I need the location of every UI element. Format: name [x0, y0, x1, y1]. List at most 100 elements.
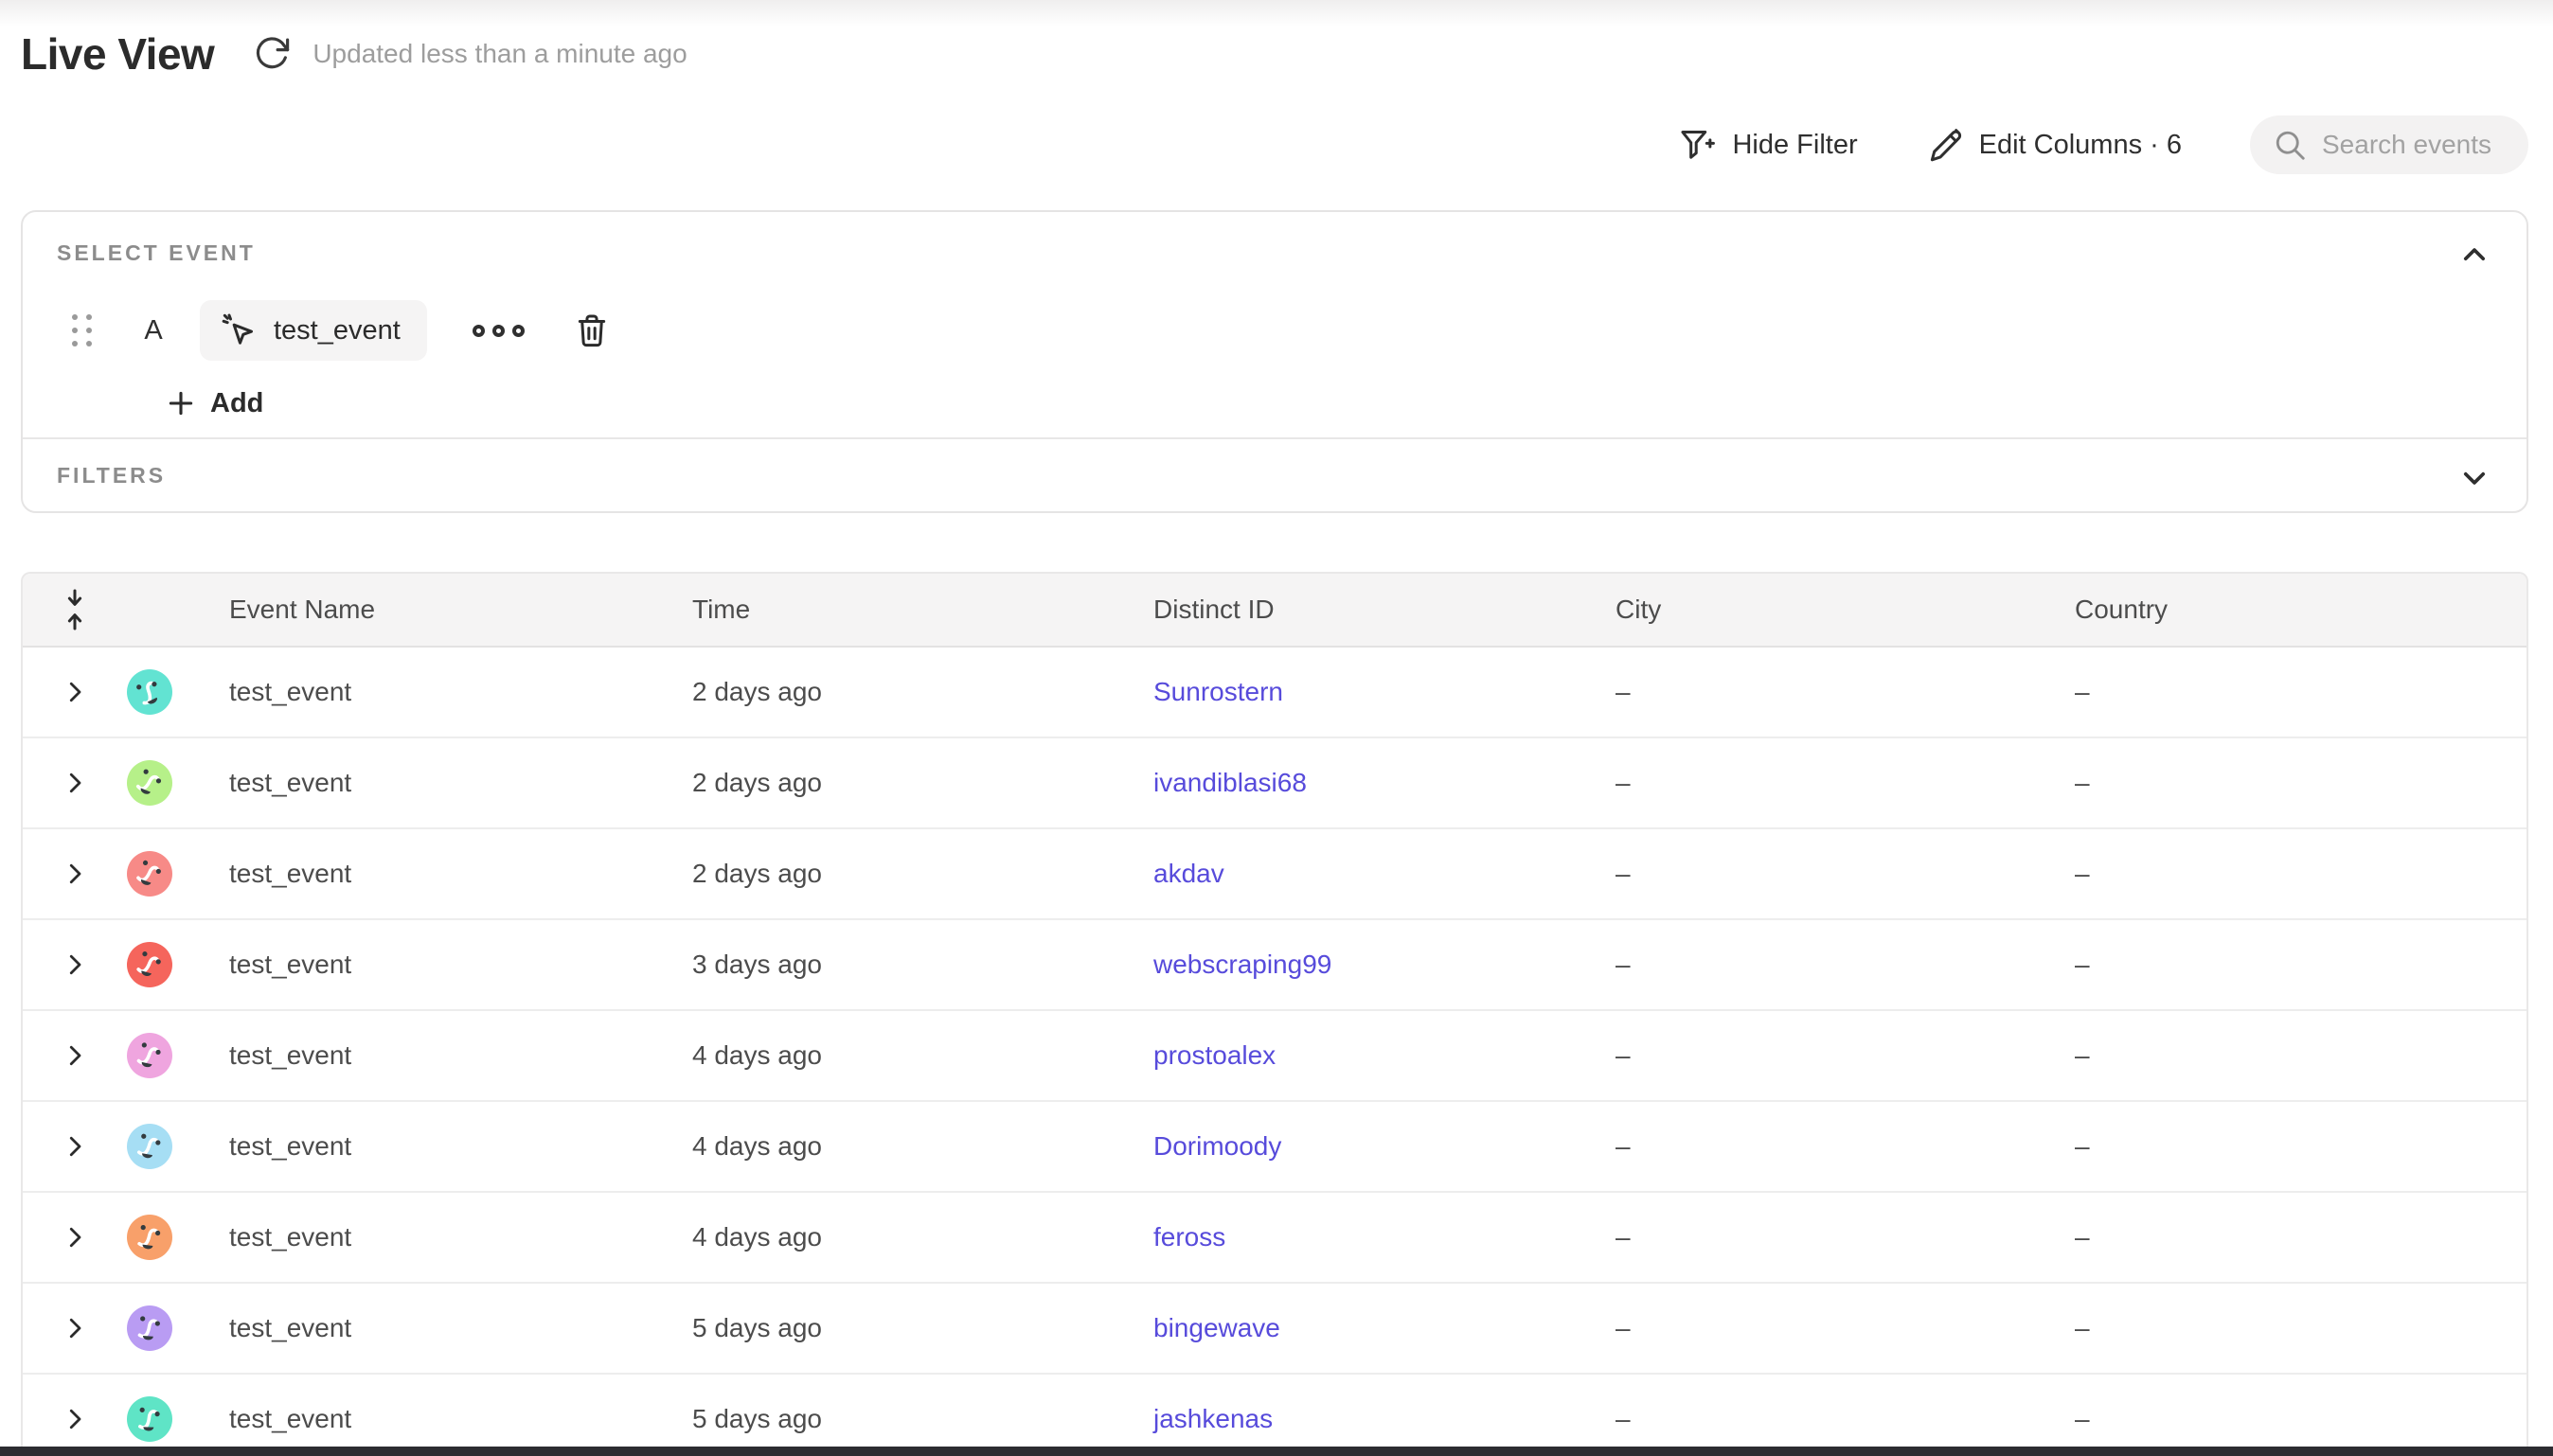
select-event-section: SELECT EVENT A	[23, 212, 2526, 437]
time-cell: 4 days ago	[692, 1222, 822, 1252]
avatar	[127, 1215, 172, 1260]
city-cell: –	[1616, 859, 1631, 888]
event-cursor-icon	[221, 311, 259, 349]
filters-expand-button[interactable]	[2458, 462, 2491, 494]
search-icon	[2273, 128, 2307, 162]
expand-row-button[interactable]	[23, 860, 127, 888]
city-cell: –	[1616, 1131, 1631, 1161]
more-options-button[interactable]	[467, 315, 530, 346]
city-cell: –	[1616, 1222, 1631, 1252]
avatar	[127, 851, 172, 897]
event-name-cell: test_event	[229, 1222, 352, 1252]
toolbar: Hide Filter Edit Columns · 6	[1679, 112, 2528, 178]
add-event-button[interactable]: Add	[165, 387, 263, 419]
avatar	[127, 1124, 172, 1169]
avatar	[127, 1396, 172, 1442]
event-name-cell: test_event	[229, 677, 352, 706]
drag-handle-icon[interactable]	[72, 314, 92, 346]
distinct-id-link[interactable]: webscraping99	[1153, 950, 1332, 979]
select-event-collapse-button[interactable]	[2458, 239, 2491, 271]
column-header-distinct-id: Distinct ID	[1153, 595, 1275, 624]
country-cell: –	[2075, 1313, 2090, 1342]
page-title: Live View	[21, 29, 215, 79]
trash-icon	[574, 312, 610, 348]
distinct-id-link[interactable]: Sunrostern	[1153, 677, 1283, 706]
column-header-time: Time	[692, 595, 751, 624]
table-row: test_event 2 days ago akdav – –	[23, 829, 2526, 920]
top-fade	[0, 0, 2553, 27]
time-cell: 5 days ago	[692, 1313, 822, 1342]
hide-filter-button[interactable]: Hide Filter	[1679, 127, 1858, 163]
chevron-right-icon	[61, 1223, 89, 1252]
chevron-right-icon	[61, 1314, 89, 1342]
event-name-cell: test_event	[229, 1404, 352, 1433]
plus-icon	[165, 387, 197, 419]
time-cell: 4 days ago	[692, 1131, 822, 1161]
filter-plus-icon	[1679, 127, 1716, 163]
edit-columns-label: Edit Columns · 6	[1978, 129, 2182, 160]
country-cell: –	[2075, 1404, 2090, 1433]
distinct-id-link[interactable]: prostoalex	[1153, 1040, 1276, 1070]
delete-event-button[interactable]	[574, 312, 610, 348]
distinct-id-link[interactable]: feross	[1153, 1222, 1226, 1252]
distinct-id-link[interactable]: jashkenas	[1153, 1404, 1274, 1433]
event-letter: A	[144, 314, 163, 346]
search-box[interactable]	[2250, 115, 2528, 174]
select-event-label: SELECT EVENT	[57, 240, 256, 265]
table-row: test_event 2 days ago Sunrostern – –	[23, 648, 2526, 738]
column-header-city: City	[1616, 595, 1662, 624]
expand-row-button[interactable]	[23, 1314, 127, 1342]
chevron-right-icon	[61, 950, 89, 979]
avatar	[127, 760, 172, 806]
avatar	[127, 942, 172, 987]
distinct-id-link[interactable]: ivandiblasi68	[1153, 768, 1307, 797]
chevron-right-icon	[61, 769, 89, 797]
table-body: test_event 2 days ago Sunrostern – –	[23, 648, 2526, 1456]
collapse-vertical-icon	[61, 587, 89, 632]
chevron-right-icon	[61, 1405, 89, 1433]
edit-columns-button[interactable]: Edit Columns · 6	[1926, 127, 2182, 163]
event-name-cell: test_event	[229, 1040, 352, 1070]
time-cell: 3 days ago	[692, 950, 822, 979]
add-button-label: Add	[210, 387, 264, 418]
distinct-id-link[interactable]: akdav	[1153, 859, 1224, 888]
table-row: test_event 5 days ago jashkenas – –	[23, 1375, 2526, 1456]
country-cell: –	[2075, 1222, 2090, 1252]
event-chip[interactable]: test_event	[200, 300, 427, 361]
pencil-icon	[1926, 127, 1962, 163]
distinct-id-link[interactable]: Dorimoody	[1153, 1131, 1282, 1161]
country-cell: –	[2075, 859, 2090, 888]
search-input[interactable]	[2322, 130, 2509, 160]
filters-section[interactable]: FILTERS	[23, 437, 2526, 511]
country-cell: –	[2075, 950, 2090, 979]
country-cell: –	[2075, 1131, 2090, 1161]
updated-status: Updated less than a minute ago	[312, 39, 687, 68]
country-cell: –	[2075, 1040, 2090, 1070]
chevron-right-icon	[61, 1132, 89, 1161]
time-cell: 5 days ago	[692, 1404, 822, 1433]
table-row: test_event 4 days ago Dorimoody – –	[23, 1102, 2526, 1193]
event-name-cell: test_event	[229, 1131, 352, 1161]
country-cell: –	[2075, 677, 2090, 706]
expand-row-button[interactable]	[23, 1132, 127, 1161]
time-cell: 4 days ago	[692, 1040, 822, 1070]
city-cell: –	[1616, 1404, 1631, 1433]
city-cell: –	[1616, 677, 1631, 706]
avatar	[127, 669, 172, 715]
avatar	[127, 1033, 172, 1078]
expand-row-button[interactable]	[23, 678, 127, 706]
refresh-button[interactable]	[252, 34, 292, 74]
expand-row-button[interactable]	[23, 769, 127, 797]
city-cell: –	[1616, 950, 1631, 979]
expand-row-button[interactable]	[23, 1223, 127, 1252]
more-options-icon	[472, 324, 485, 337]
table-header: Event Name Time Distinct ID City Country	[23, 574, 2526, 648]
expand-row-button[interactable]	[23, 1405, 127, 1433]
column-header-event-name: Event Name	[229, 595, 376, 624]
distinct-id-link[interactable]: bingewave	[1153, 1313, 1280, 1342]
city-cell: –	[1616, 1313, 1631, 1342]
chevron-right-icon	[61, 860, 89, 888]
collapse-all-rows-button[interactable]	[23, 587, 127, 632]
expand-row-button[interactable]	[23, 1041, 127, 1070]
expand-row-button[interactable]	[23, 950, 127, 979]
